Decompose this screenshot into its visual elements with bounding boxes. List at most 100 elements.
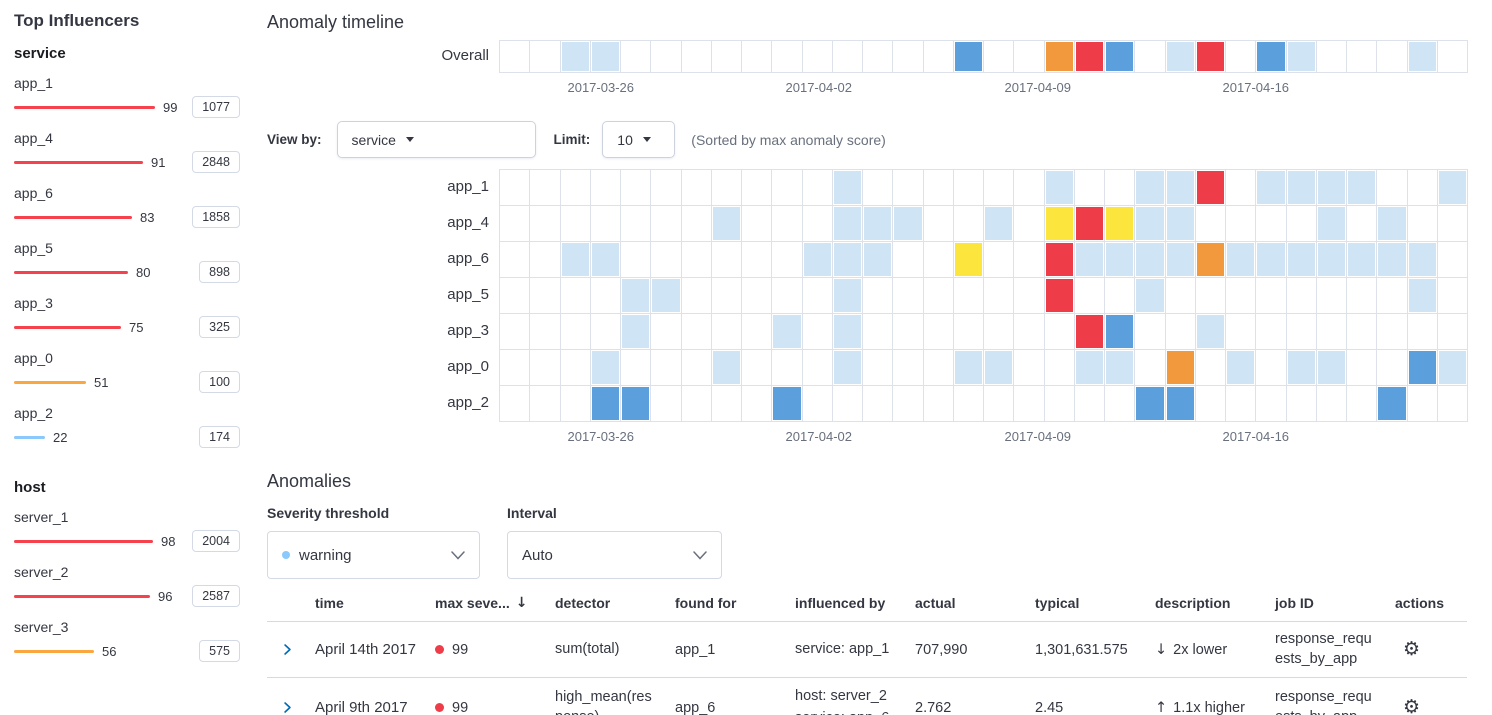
swimlane-cell[interactable] bbox=[1377, 206, 1408, 242]
column-header-job-ID[interactable]: job ID bbox=[1275, 595, 1314, 611]
influencer-label[interactable]: app_2 bbox=[14, 405, 53, 421]
gear-icon[interactable]: ⚙ bbox=[1403, 696, 1421, 715]
swimlane-cell[interactable] bbox=[1105, 350, 1136, 386]
column-header-detector[interactable]: detector bbox=[555, 595, 611, 611]
swimlane-cell[interactable] bbox=[832, 206, 863, 242]
swimlane-cell[interactable] bbox=[953, 41, 984, 73]
swimlane-cell[interactable] bbox=[984, 350, 1015, 386]
swimlane-cell[interactable] bbox=[1377, 242, 1408, 278]
swimlane-cell[interactable] bbox=[590, 350, 621, 386]
swimlane-cell[interactable] bbox=[1105, 242, 1136, 278]
influencer-label[interactable]: app_4 bbox=[14, 130, 53, 146]
influencer-label[interactable]: app_1 bbox=[14, 75, 53, 91]
swimlane-cell[interactable] bbox=[1044, 242, 1075, 278]
column-header-typical[interactable]: typical bbox=[1035, 595, 1080, 611]
column-header-time[interactable]: time bbox=[315, 595, 344, 611]
swimlane-cell[interactable] bbox=[863, 206, 894, 242]
swimlane-cell[interactable] bbox=[832, 278, 863, 314]
swimlane-cell[interactable] bbox=[1437, 170, 1468, 206]
swimlane-cell[interactable] bbox=[1256, 170, 1287, 206]
influencer-label[interactable]: server_2 bbox=[14, 564, 69, 580]
influencer-label[interactable]: app_0 bbox=[14, 350, 53, 366]
swimlane-cell[interactable] bbox=[802, 242, 833, 278]
swimlane-cell[interactable] bbox=[863, 242, 894, 278]
swimlane-cell[interactable] bbox=[1316, 170, 1347, 206]
swimlane-cell[interactable] bbox=[1407, 41, 1438, 73]
swimlane-cell[interactable] bbox=[832, 170, 863, 206]
influencer-label[interactable]: server_3 bbox=[14, 619, 69, 635]
swimlane-cell[interactable] bbox=[1316, 242, 1347, 278]
column-header-description[interactable]: description bbox=[1155, 595, 1231, 611]
swimlane-cell[interactable] bbox=[1286, 170, 1317, 206]
swimlane-cell[interactable] bbox=[1074, 314, 1105, 350]
swimlane-cell[interactable] bbox=[772, 386, 803, 422]
swimlane-cell[interactable] bbox=[560, 242, 591, 278]
swimlane-cell[interactable] bbox=[1316, 206, 1347, 242]
swimlane-cell[interactable] bbox=[1256, 41, 1287, 73]
swimlane-cell[interactable] bbox=[1286, 350, 1317, 386]
interval-select[interactable]: Auto bbox=[507, 531, 722, 579]
severity-threshold-select[interactable]: warning bbox=[267, 531, 480, 579]
swimlane-cell[interactable] bbox=[1286, 242, 1317, 278]
swimlane-cell[interactable] bbox=[953, 242, 984, 278]
swimlane-cell[interactable] bbox=[1105, 206, 1136, 242]
swimlane-cell[interactable] bbox=[711, 350, 742, 386]
swimlane-cell[interactable] bbox=[1165, 242, 1196, 278]
limit-select[interactable]: 10 bbox=[602, 121, 676, 158]
swimlane-cell[interactable] bbox=[1195, 41, 1226, 73]
swimlane-cell[interactable] bbox=[1165, 350, 1196, 386]
swimlane-cell[interactable] bbox=[1165, 170, 1196, 206]
swimlane-cell[interactable] bbox=[1135, 170, 1166, 206]
swimlane-cell[interactable] bbox=[1195, 314, 1226, 350]
swimlane-cell[interactable] bbox=[1316, 350, 1347, 386]
swimlane-cell[interactable] bbox=[832, 314, 863, 350]
swimlane-cell[interactable] bbox=[1195, 170, 1226, 206]
swimlane-cell[interactable] bbox=[1135, 278, 1166, 314]
swimlane-cell[interactable] bbox=[1165, 41, 1196, 73]
swimlane-cell[interactable] bbox=[1165, 206, 1196, 242]
swimlane-cell[interactable] bbox=[1286, 41, 1317, 73]
swimlane-cell[interactable] bbox=[1135, 386, 1166, 422]
swimlane-cell[interactable] bbox=[590, 242, 621, 278]
swimlane-cell[interactable] bbox=[621, 386, 652, 422]
swimlane-cell[interactable] bbox=[1074, 242, 1105, 278]
swimlane-cell[interactable] bbox=[1377, 386, 1408, 422]
swimlane-cell[interactable] bbox=[621, 314, 652, 350]
influencer-label[interactable]: app_5 bbox=[14, 240, 53, 256]
swimlane-cell[interactable] bbox=[1074, 41, 1105, 73]
influencer-label[interactable]: app_3 bbox=[14, 295, 53, 311]
column-header-max-seve[interactable]: max seve... ↓ bbox=[435, 595, 528, 611]
view-by-select[interactable]: service bbox=[336, 121, 536, 158]
swimlane-cell[interactable] bbox=[1044, 170, 1075, 206]
swimlane-cell[interactable] bbox=[1135, 206, 1166, 242]
swimlane-cell[interactable] bbox=[1195, 242, 1226, 278]
influencer-label[interactable]: app_6 bbox=[14, 185, 53, 201]
column-header-actual[interactable]: actual bbox=[915, 595, 956, 611]
swimlane-cell[interactable] bbox=[1044, 278, 1075, 314]
swimlane-cell[interactable] bbox=[590, 386, 621, 422]
swimlane-cell[interactable] bbox=[1074, 350, 1105, 386]
swimlane-cell[interactable] bbox=[1407, 350, 1438, 386]
swimlane-cell[interactable] bbox=[953, 350, 984, 386]
swimlane-cell[interactable] bbox=[711, 206, 742, 242]
swimlane-cell[interactable] bbox=[1347, 170, 1378, 206]
gear-icon[interactable]: ⚙ bbox=[1403, 638, 1421, 661]
column-header-influenced-by[interactable]: influenced by bbox=[795, 595, 886, 611]
swimlane-cell[interactable] bbox=[651, 278, 682, 314]
swimlane-cell[interactable] bbox=[1407, 242, 1438, 278]
swimlane-cell[interactable] bbox=[590, 41, 621, 73]
swimlane-cell[interactable] bbox=[1226, 242, 1257, 278]
swimlane-cell[interactable] bbox=[984, 206, 1015, 242]
swimlane-cell[interactable] bbox=[1437, 350, 1468, 386]
swimlane-cell[interactable] bbox=[1347, 242, 1378, 278]
column-header-found-for[interactable]: found for bbox=[675, 595, 737, 611]
swimlane-cell[interactable] bbox=[621, 278, 652, 314]
swimlane-cell[interactable] bbox=[1407, 278, 1438, 314]
swimlane-cell[interactable] bbox=[893, 206, 924, 242]
swimlane-cell[interactable] bbox=[1165, 386, 1196, 422]
swimlane-cell[interactable] bbox=[1074, 206, 1105, 242]
swimlane-cell[interactable] bbox=[832, 350, 863, 386]
expand-row-button[interactable] bbox=[267, 693, 307, 715]
swimlane-cell[interactable] bbox=[1226, 350, 1257, 386]
swimlane-cell[interactable] bbox=[1256, 242, 1287, 278]
